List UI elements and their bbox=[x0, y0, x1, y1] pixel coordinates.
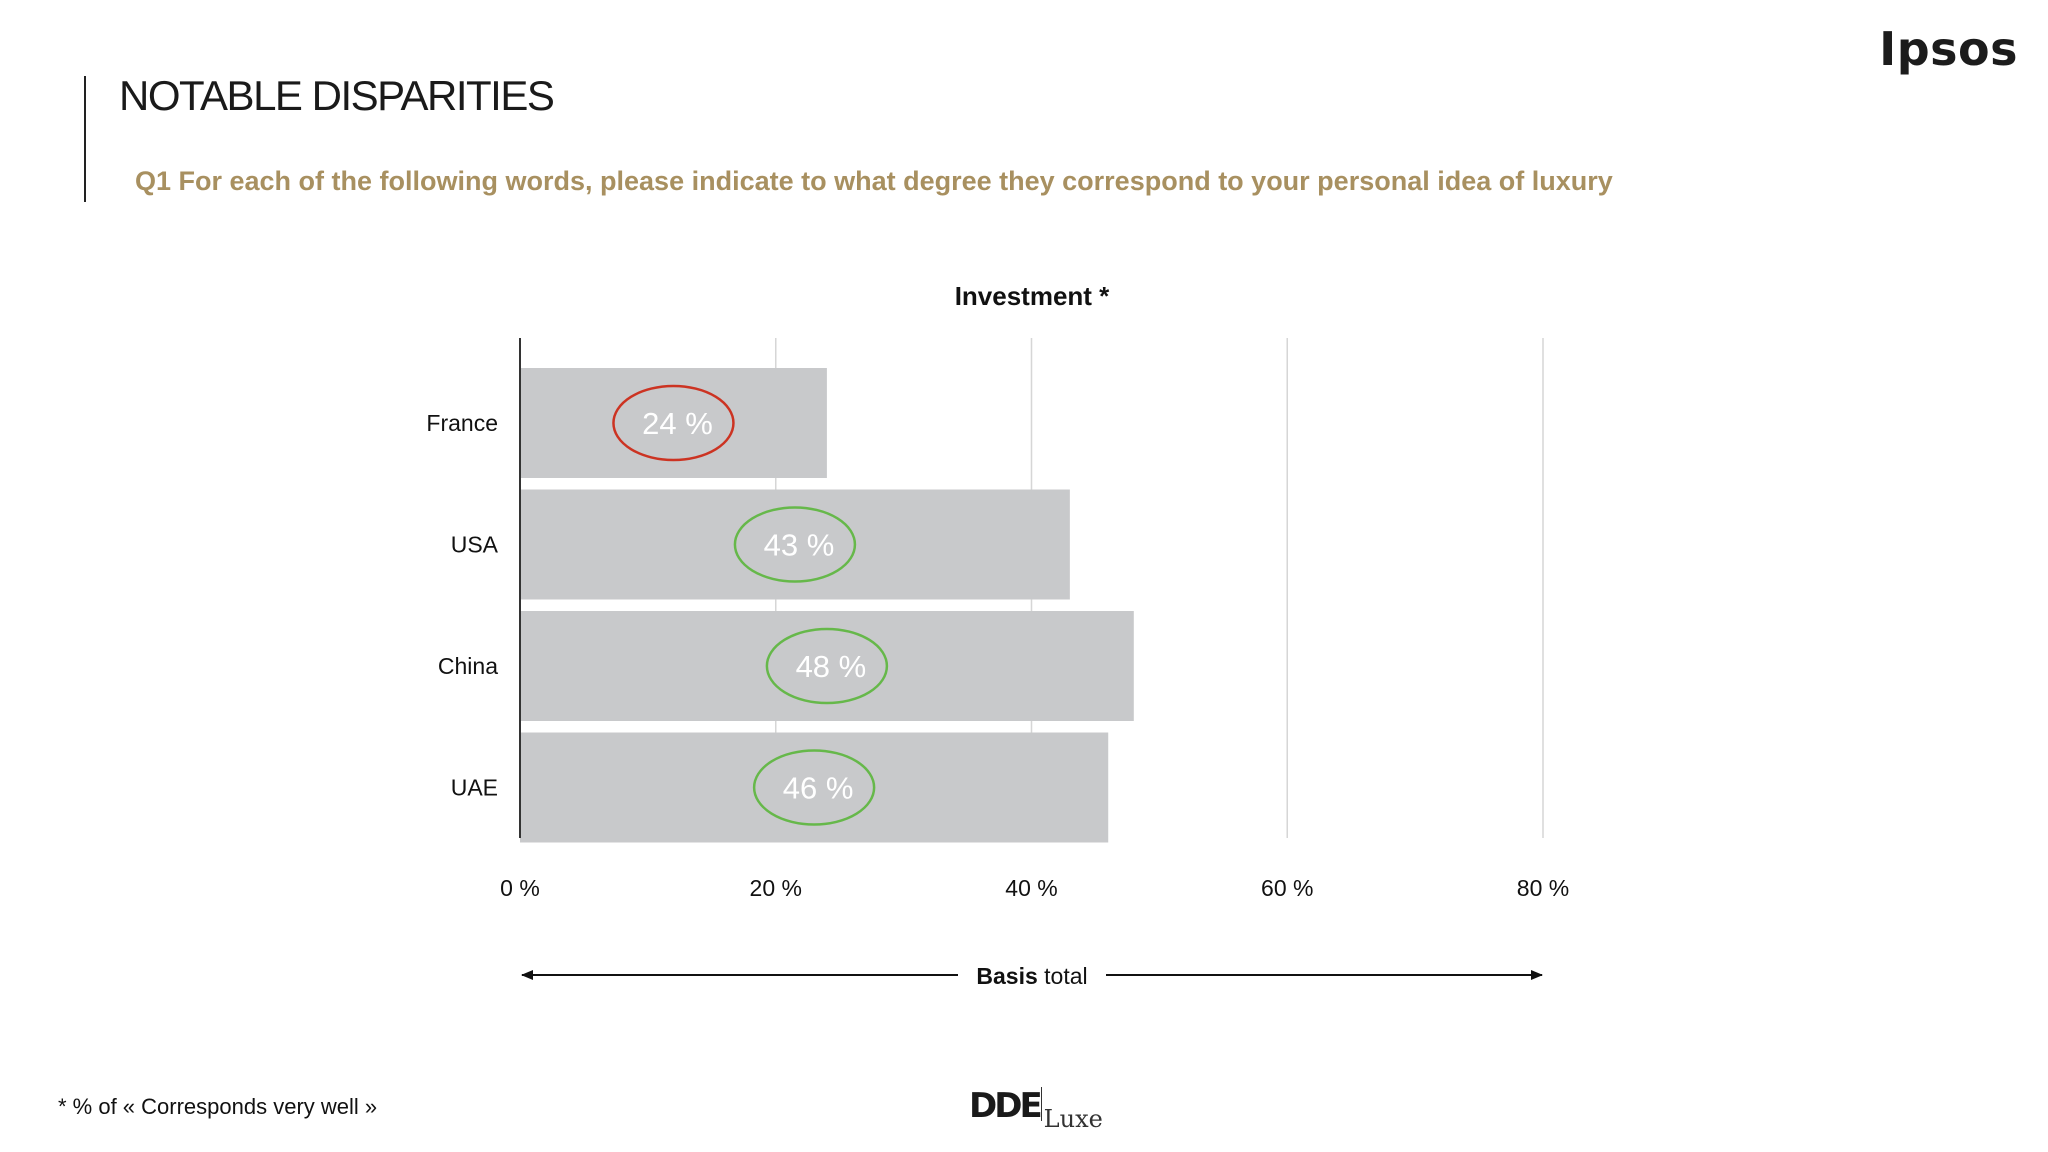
x-tick-label-1: 20 % bbox=[750, 875, 802, 901]
value-label-usa: 43 % bbox=[764, 528, 835, 563]
question-text: Q1 For each of the following words, plea… bbox=[135, 166, 1613, 196]
logo-separator bbox=[1040, 1087, 1042, 1121]
slide-title: NOTABLE DISPARITIES bbox=[119, 72, 555, 119]
title-accent-bar bbox=[84, 76, 86, 202]
x-tick-label-3: 60 % bbox=[1261, 875, 1313, 901]
category-label-france: France bbox=[426, 410, 498, 436]
x-tick-label-2: 40 % bbox=[1005, 875, 1057, 901]
dde-luxe-logo: DDE Luxe bbox=[969, 1086, 1103, 1133]
x-tick-label-0: 0 % bbox=[500, 875, 540, 901]
dde-logo-main: DDE bbox=[969, 1086, 1043, 1126]
value-label-china: 48 % bbox=[796, 649, 867, 684]
footnote: * % of « Corresponds very well » bbox=[58, 1094, 378, 1119]
highlight-ellipse-france bbox=[612, 384, 735, 462]
ipsos-logo: Ipsos bbox=[1879, 22, 2018, 76]
value-label-uae: 46 % bbox=[783, 771, 854, 806]
highlight-ellipse-usa bbox=[733, 506, 857, 583]
dde-logo-sub: Luxe bbox=[1043, 1105, 1103, 1133]
highlight-ellipse-uae bbox=[752, 749, 876, 826]
category-label-china: China bbox=[438, 653, 498, 679]
basis-label: Basis total bbox=[976, 963, 1087, 989]
x-tick-label-4: 80 % bbox=[1517, 875, 1569, 901]
chart-title: Investment * bbox=[955, 281, 1110, 311]
category-label-uae: UAE bbox=[451, 775, 498, 801]
value-label-france: 24 % bbox=[642, 406, 713, 441]
category-label-usa: USA bbox=[451, 532, 499, 558]
highlight-ellipse-china bbox=[765, 627, 889, 705]
